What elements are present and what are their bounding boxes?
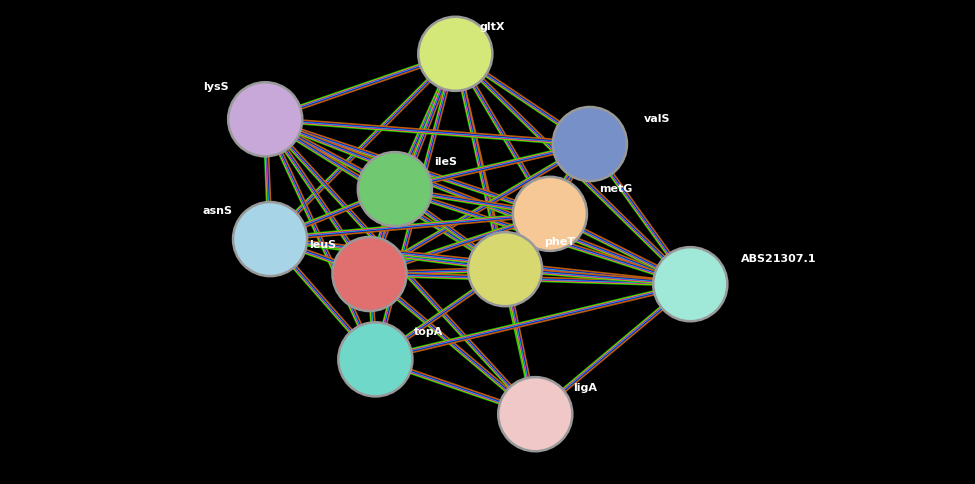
Ellipse shape bbox=[468, 233, 542, 306]
Text: leuS: leuS bbox=[309, 240, 336, 249]
Text: lysS: lysS bbox=[204, 82, 229, 92]
Ellipse shape bbox=[418, 18, 492, 91]
Text: valS: valS bbox=[644, 114, 670, 123]
Text: metG: metG bbox=[600, 184, 633, 194]
Ellipse shape bbox=[338, 323, 412, 396]
Text: pheT: pheT bbox=[544, 237, 575, 247]
Ellipse shape bbox=[653, 248, 727, 321]
Ellipse shape bbox=[233, 203, 307, 276]
Text: ligA: ligA bbox=[573, 382, 598, 392]
Ellipse shape bbox=[358, 153, 432, 227]
Text: asnS: asnS bbox=[202, 206, 232, 215]
Text: ABS21307.1: ABS21307.1 bbox=[741, 254, 816, 264]
Ellipse shape bbox=[498, 378, 572, 451]
Ellipse shape bbox=[332, 238, 407, 311]
Text: ileS: ileS bbox=[434, 157, 457, 167]
Ellipse shape bbox=[513, 178, 587, 251]
Text: topA: topA bbox=[414, 327, 444, 336]
Ellipse shape bbox=[553, 108, 627, 182]
Text: gltX: gltX bbox=[480, 22, 505, 31]
Ellipse shape bbox=[228, 83, 302, 157]
